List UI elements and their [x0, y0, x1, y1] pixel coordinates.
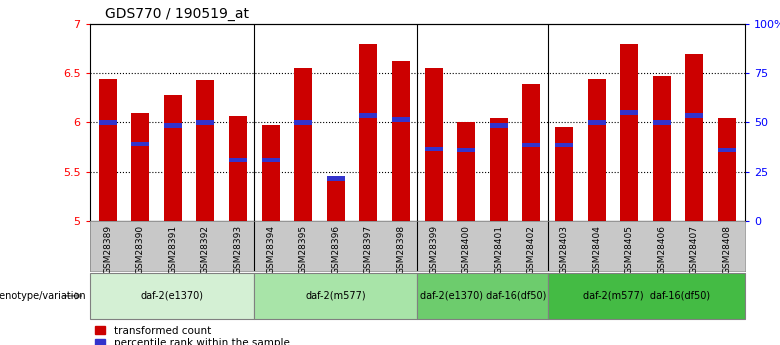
- Text: GSM28393: GSM28393: [233, 225, 243, 274]
- Text: GSM28407: GSM28407: [690, 225, 699, 274]
- Bar: [587, 79, 605, 221]
- Bar: [490, 118, 508, 221]
- Text: GSM28406: GSM28406: [658, 225, 666, 274]
- Bar: [254, 273, 417, 319]
- Bar: [523, 84, 541, 221]
- Text: GSM28399: GSM28399: [429, 225, 438, 274]
- Text: GSM28401: GSM28401: [495, 225, 503, 274]
- Bar: [131, 113, 149, 221]
- Bar: [417, 273, 548, 319]
- Bar: [360, 114, 378, 118]
- Text: GSM28408: GSM28408: [722, 225, 732, 274]
- Bar: [164, 95, 182, 221]
- Text: genotype/variation: genotype/variation: [0, 291, 86, 301]
- Text: GSM28402: GSM28402: [526, 225, 536, 274]
- Bar: [620, 44, 638, 221]
- Text: GSM28404: GSM28404: [592, 225, 601, 274]
- Text: GSM28403: GSM28403: [559, 225, 569, 274]
- Bar: [523, 143, 541, 147]
- Bar: [424, 68, 442, 221]
- Bar: [718, 118, 736, 221]
- Bar: [587, 120, 605, 125]
- Bar: [90, 273, 254, 319]
- Bar: [457, 148, 475, 152]
- Bar: [229, 158, 247, 162]
- Bar: [548, 273, 745, 319]
- Text: GDS770 / 190519_at: GDS770 / 190519_at: [105, 7, 250, 21]
- Bar: [620, 110, 638, 115]
- Bar: [360, 44, 378, 221]
- Bar: [294, 68, 312, 221]
- Bar: [131, 142, 149, 146]
- Bar: [261, 158, 279, 162]
- Bar: [392, 117, 410, 122]
- Bar: [653, 120, 671, 125]
- Text: daf-2(m577)  daf-16(df50): daf-2(m577) daf-16(df50): [583, 291, 710, 301]
- Bar: [327, 176, 345, 181]
- Bar: [197, 80, 215, 221]
- Bar: [555, 143, 573, 147]
- Bar: [294, 120, 312, 125]
- Bar: [229, 116, 247, 221]
- Bar: [686, 114, 704, 118]
- Text: GSM28389: GSM28389: [103, 225, 112, 274]
- Bar: [424, 147, 442, 151]
- Text: GSM28397: GSM28397: [364, 225, 373, 274]
- Bar: [490, 123, 508, 128]
- Text: GSM28392: GSM28392: [201, 225, 210, 274]
- Text: GSM28396: GSM28396: [332, 225, 340, 274]
- Bar: [457, 122, 475, 221]
- Bar: [653, 76, 671, 221]
- Text: GSM28398: GSM28398: [396, 225, 406, 274]
- Bar: [718, 148, 736, 152]
- Text: daf-2(e1370) daf-16(df50): daf-2(e1370) daf-16(df50): [420, 291, 546, 301]
- Bar: [392, 60, 410, 221]
- Bar: [327, 178, 345, 221]
- Text: daf-2(m577): daf-2(m577): [305, 291, 366, 301]
- Bar: [98, 79, 116, 221]
- Text: GSM28394: GSM28394: [266, 225, 275, 274]
- Bar: [98, 120, 116, 125]
- Bar: [164, 123, 182, 128]
- Bar: [555, 127, 573, 221]
- Text: GSM28390: GSM28390: [136, 225, 145, 274]
- Text: GSM28400: GSM28400: [462, 225, 470, 274]
- Bar: [261, 126, 279, 221]
- Bar: [686, 54, 704, 221]
- Bar: [197, 120, 215, 125]
- Text: GSM28405: GSM28405: [625, 225, 633, 274]
- Text: GSM28391: GSM28391: [168, 225, 177, 274]
- Legend: transformed count, percentile rank within the sample: transformed count, percentile rank withi…: [95, 326, 289, 345]
- Text: GSM28395: GSM28395: [299, 225, 308, 274]
- Text: daf-2(e1370): daf-2(e1370): [140, 291, 203, 301]
